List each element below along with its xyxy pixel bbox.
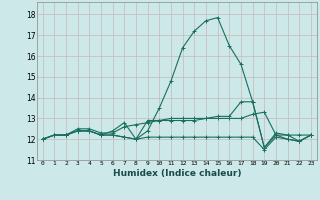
X-axis label: Humidex (Indice chaleur): Humidex (Indice chaleur) bbox=[113, 169, 241, 178]
